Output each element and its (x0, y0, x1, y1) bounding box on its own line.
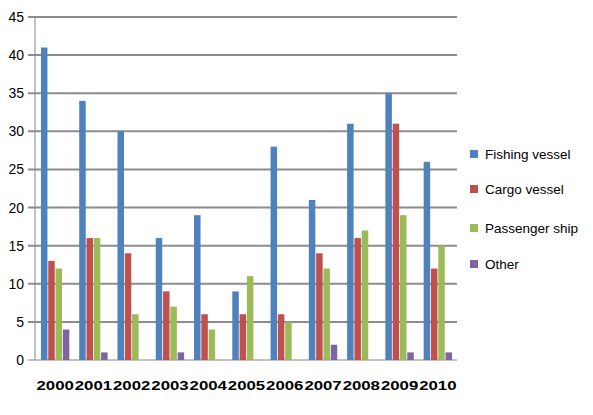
bar (125, 253, 132, 360)
x-tick-label: 2007 (304, 378, 341, 393)
y-tick-label: 35 (8, 85, 24, 101)
bar (362, 230, 369, 360)
legend-label: Other (485, 257, 519, 272)
bar (393, 124, 400, 360)
bar (323, 269, 330, 360)
bar (316, 253, 323, 360)
bar (424, 162, 431, 360)
y-tick-label: 45 (8, 9, 24, 25)
legend-label: Passenger ship (485, 221, 578, 236)
x-tick-label: 2000 (37, 378, 74, 393)
bar (331, 345, 338, 360)
bars (41, 47, 452, 360)
grid-line (28, 207, 457, 209)
bar (309, 200, 316, 360)
bar (101, 352, 108, 360)
bar (163, 291, 170, 360)
bar (132, 314, 139, 360)
bar (354, 238, 361, 360)
legend: Fishing vessel Cargo vessel Passenger ship… (470, 147, 578, 272)
x-tick-label: 2010 (419, 378, 456, 393)
bar (400, 215, 407, 360)
x-tick-label: 2001 (75, 378, 112, 393)
grid-line (28, 130, 457, 132)
bar (156, 238, 163, 360)
chart: 0510152025303540452000200120022003200420… (0, 0, 593, 415)
y-tick-label: 5 (16, 314, 24, 330)
bar (232, 291, 239, 360)
bar (48, 261, 55, 360)
legend-swatch (470, 224, 478, 232)
legend-swatch (470, 185, 478, 193)
bar (347, 124, 354, 360)
bar (285, 322, 292, 360)
bar (271, 147, 278, 360)
bar (194, 215, 201, 360)
bar (438, 246, 445, 360)
bar (201, 314, 208, 360)
bar (209, 330, 216, 360)
y-tick-label: 10 (8, 276, 24, 292)
bar (369, 360, 376, 361)
x-tick-label: 2003 (151, 378, 188, 393)
y-tick-label: 30 (8, 123, 24, 139)
legend-label: Cargo vessel (485, 182, 564, 197)
bar (41, 47, 48, 360)
legend-label: Fishing vessel (485, 147, 571, 162)
grid-line (28, 16, 457, 18)
x-tick-label: 2006 (266, 378, 303, 393)
bar (240, 314, 247, 360)
bar (56, 269, 63, 360)
x-tick-label: 2002 (113, 378, 150, 393)
legend-swatch (470, 260, 478, 268)
bar (431, 269, 438, 360)
grid-line (28, 54, 457, 56)
bar (94, 238, 101, 360)
bar (278, 314, 285, 360)
grid-line (28, 92, 457, 94)
y-tick-label: 40 (8, 47, 24, 63)
bar (385, 93, 392, 360)
bar (216, 360, 223, 361)
bar (79, 101, 86, 360)
legend-swatch (470, 150, 478, 158)
y-axis (35, 17, 36, 360)
x-tick-label: 2009 (381, 378, 418, 393)
grid-line (28, 168, 457, 170)
y-tick-label: 20 (8, 200, 24, 216)
bar (178, 352, 185, 360)
x-tick-label: 2004 (190, 378, 228, 393)
y-tick-label: 15 (8, 238, 24, 254)
bar (117, 131, 124, 360)
bar (170, 307, 177, 360)
bar (87, 238, 94, 360)
bar (407, 352, 414, 360)
bar (254, 360, 261, 361)
y-tick-label: 0 (16, 352, 24, 368)
bar (139, 360, 146, 361)
y-tick-label: 25 (8, 161, 24, 177)
bar (247, 276, 254, 360)
x-tick-label: 2008 (343, 378, 380, 393)
bar (63, 330, 70, 360)
bar (446, 352, 453, 360)
x-tick-label: 2005 (228, 378, 265, 393)
bar (292, 360, 299, 361)
